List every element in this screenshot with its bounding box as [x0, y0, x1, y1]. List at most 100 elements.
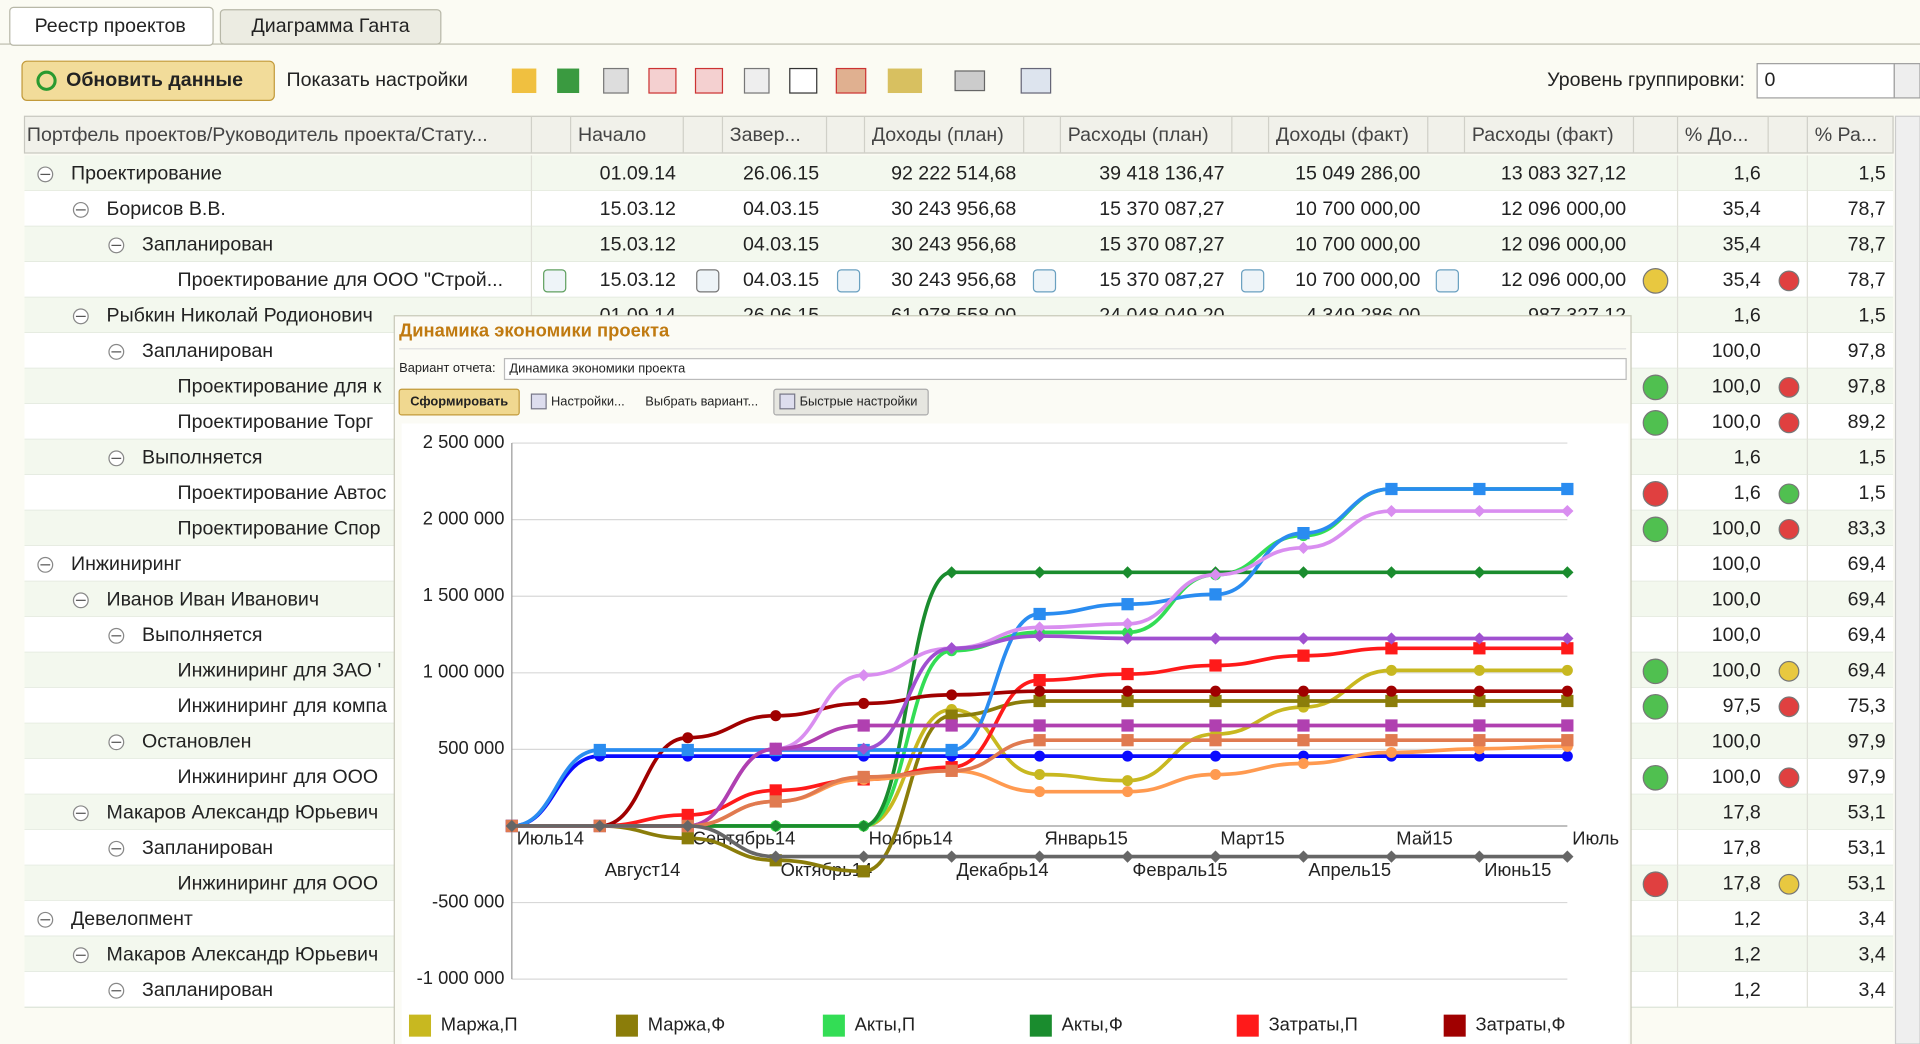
- cell-value: 26.06.15: [743, 163, 819, 185]
- icon[interactable]: [954, 70, 986, 92]
- table-row: [24, 155, 1894, 191]
- data-point: [1561, 750, 1573, 762]
- data-point: [1561, 719, 1574, 732]
- cell-value: 17,8: [1723, 801, 1761, 823]
- data-point: [945, 642, 958, 655]
- variant-input[interactable]: [503, 357, 1627, 381]
- button-label: Быстрые настройки: [800, 393, 918, 408]
- legend-swatch: [408, 1014, 432, 1037]
- refresh-icon: [36, 70, 57, 91]
- icon[interactable]: [603, 67, 629, 94]
- cell-icon: [836, 269, 861, 293]
- icon[interactable]: [887, 68, 923, 94]
- settings-link[interactable]: Показать настройки: [287, 69, 468, 91]
- data-point: [1297, 526, 1310, 540]
- row-name: Иванов Иван Иванович: [107, 589, 320, 611]
- data-point: [1297, 719, 1310, 732]
- row-name: Остановлен: [142, 730, 251, 752]
- data-point: [1561, 482, 1574, 496]
- data-point: [1034, 786, 1046, 798]
- cell-value: 1,6: [1734, 482, 1761, 504]
- data-point: [1473, 482, 1486, 496]
- y-tick-label: 1 000 000: [423, 661, 505, 682]
- cell-value: 1,5: [1858, 305, 1885, 327]
- tab[interactable]: [219, 9, 442, 45]
- data-point: [593, 743, 606, 757]
- data-point: [681, 808, 694, 822]
- data-point: [1121, 667, 1134, 681]
- data-point: [1385, 664, 1397, 676]
- cell-value: 3,4: [1858, 943, 1885, 965]
- cell-value: 78,7: [1848, 269, 1886, 291]
- header-row: [23, 115, 1894, 154]
- icon[interactable]: [511, 68, 537, 94]
- icon[interactable]: [743, 67, 770, 94]
- column-header: Доходы (план): [872, 124, 1004, 146]
- cell-value: 15 370 087,27: [1099, 198, 1224, 220]
- data-point: [1385, 734, 1398, 747]
- cell-value: 69,4: [1848, 589, 1886, 611]
- refresh-label: Обновить данные: [66, 69, 243, 91]
- cell-value: 100,0: [1712, 589, 1761, 611]
- data-point: [1473, 685, 1485, 697]
- status-icon: [1642, 516, 1669, 543]
- cell-value: 97,5: [1723, 695, 1761, 717]
- status-icon: [1778, 767, 1800, 789]
- tab-active[interactable]: [9, 6, 214, 46]
- cell-value: 100,0: [1712, 659, 1761, 681]
- data-point: [1033, 674, 1046, 687]
- cell-value: 100,0: [1712, 730, 1761, 752]
- grouping-input[interactable]: [1756, 63, 1895, 99]
- grouping-label: Уровень группировки:: [1547, 69, 1745, 91]
- data-point: [945, 743, 958, 757]
- icon[interactable]: [694, 67, 724, 94]
- chart-area: [401, 423, 1629, 1044]
- button-label[interactable]: Выбрать вариант...: [645, 393, 758, 408]
- cell-value: 1,5: [1858, 163, 1885, 185]
- toolbar-icons: [511, 67, 1052, 94]
- cell-value: 35,4: [1723, 234, 1761, 256]
- y-tick-label: -500 000: [432, 890, 505, 911]
- status-icon: [1642, 658, 1669, 685]
- cell-value: 100,0: [1712, 766, 1761, 788]
- scrollbar[interactable]: [1894, 115, 1920, 1044]
- cell-value: 1,5: [1858, 482, 1885, 504]
- x-tick-label: Май15: [1396, 827, 1452, 848]
- data-point: [1297, 685, 1309, 697]
- data-point: [505, 819, 518, 833]
- cell-value: 04.03.15: [743, 198, 819, 220]
- icon[interactable]: [1020, 67, 1052, 94]
- cell-icon: [696, 269, 720, 293]
- cell-value: 100,0: [1712, 624, 1761, 646]
- x-tick-label: Февраль15: [1132, 859, 1227, 880]
- cell-icon: [1435, 269, 1459, 293]
- status-icon: [1778, 270, 1800, 292]
- data-point: [682, 732, 694, 744]
- refresh-button[interactable]: [21, 60, 275, 101]
- button[interactable]: [773, 388, 929, 416]
- icon: [530, 393, 547, 410]
- cell-value: 100,0: [1712, 376, 1761, 398]
- icon[interactable]: [557, 68, 580, 94]
- button-label[interactable]: Настройки...: [551, 393, 625, 408]
- row-name: Выполняется: [142, 447, 262, 469]
- x-tick-label: Март15: [1220, 827, 1284, 848]
- data-point: [769, 819, 782, 833]
- data-point: [945, 709, 958, 722]
- icon[interactable]: [835, 67, 867, 94]
- icon[interactable]: [648, 67, 677, 94]
- x-tick-label: Октябрь14: [781, 859, 873, 880]
- status-icon: [1778, 660, 1800, 682]
- row-name: Запланирован: [142, 837, 273, 859]
- data-point: [1473, 719, 1486, 732]
- row-name: Девелопмент: [71, 908, 193, 930]
- status-icon: [1778, 696, 1800, 718]
- grouping-button[interactable]: [1893, 63, 1920, 99]
- legend-swatch: [822, 1014, 845, 1037]
- data-point: [945, 719, 958, 732]
- button[interactable]: [398, 388, 520, 416]
- row-name: Проектирование для к: [178, 376, 382, 398]
- icon[interactable]: [789, 67, 818, 94]
